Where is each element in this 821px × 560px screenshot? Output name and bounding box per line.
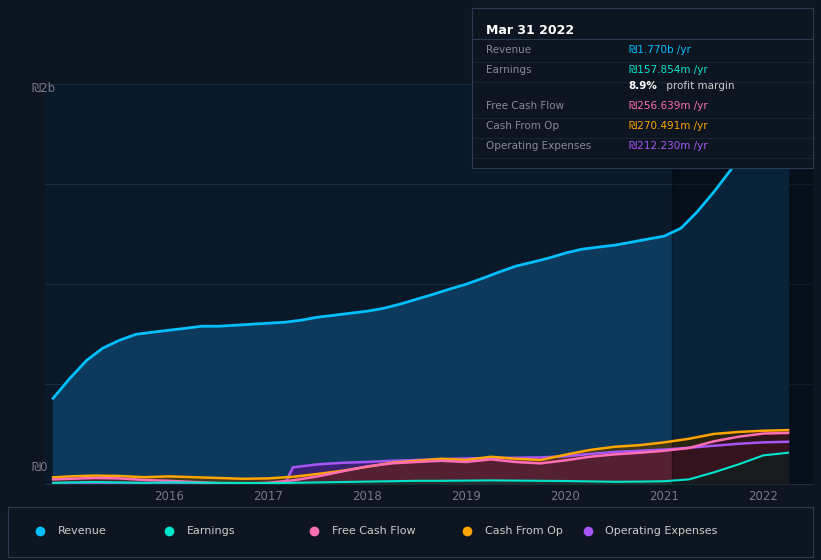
Text: Mar 31 2022: Mar 31 2022	[486, 25, 574, 38]
Text: ₪270.491m /yr: ₪270.491m /yr	[629, 121, 708, 130]
Text: profit margin: profit margin	[663, 81, 734, 91]
Text: ₪256.639m /yr: ₪256.639m /yr	[629, 101, 708, 111]
Text: Earnings: Earnings	[187, 526, 236, 536]
Text: Free Cash Flow: Free Cash Flow	[486, 101, 564, 111]
Text: Free Cash Flow: Free Cash Flow	[332, 526, 415, 536]
Bar	[672, 84, 813, 484]
Text: Revenue: Revenue	[486, 45, 531, 55]
Text: Earnings: Earnings	[486, 65, 531, 75]
Text: ₪157.854m /yr: ₪157.854m /yr	[629, 65, 708, 75]
Text: Operating Expenses: Operating Expenses	[605, 526, 718, 536]
Text: Cash From Op: Cash From Op	[486, 121, 559, 130]
Text: ₪2b: ₪2b	[31, 82, 55, 95]
Text: ₪1.770b /yr: ₪1.770b /yr	[629, 45, 690, 55]
Text: Revenue: Revenue	[58, 526, 107, 536]
Text: Operating Expenses: Operating Expenses	[486, 141, 591, 151]
Text: ₪212.230m /yr: ₪212.230m /yr	[629, 141, 708, 151]
Text: ₪0: ₪0	[31, 461, 48, 474]
Text: Cash From Op: Cash From Op	[484, 526, 562, 536]
Text: 8.9%: 8.9%	[629, 81, 658, 91]
